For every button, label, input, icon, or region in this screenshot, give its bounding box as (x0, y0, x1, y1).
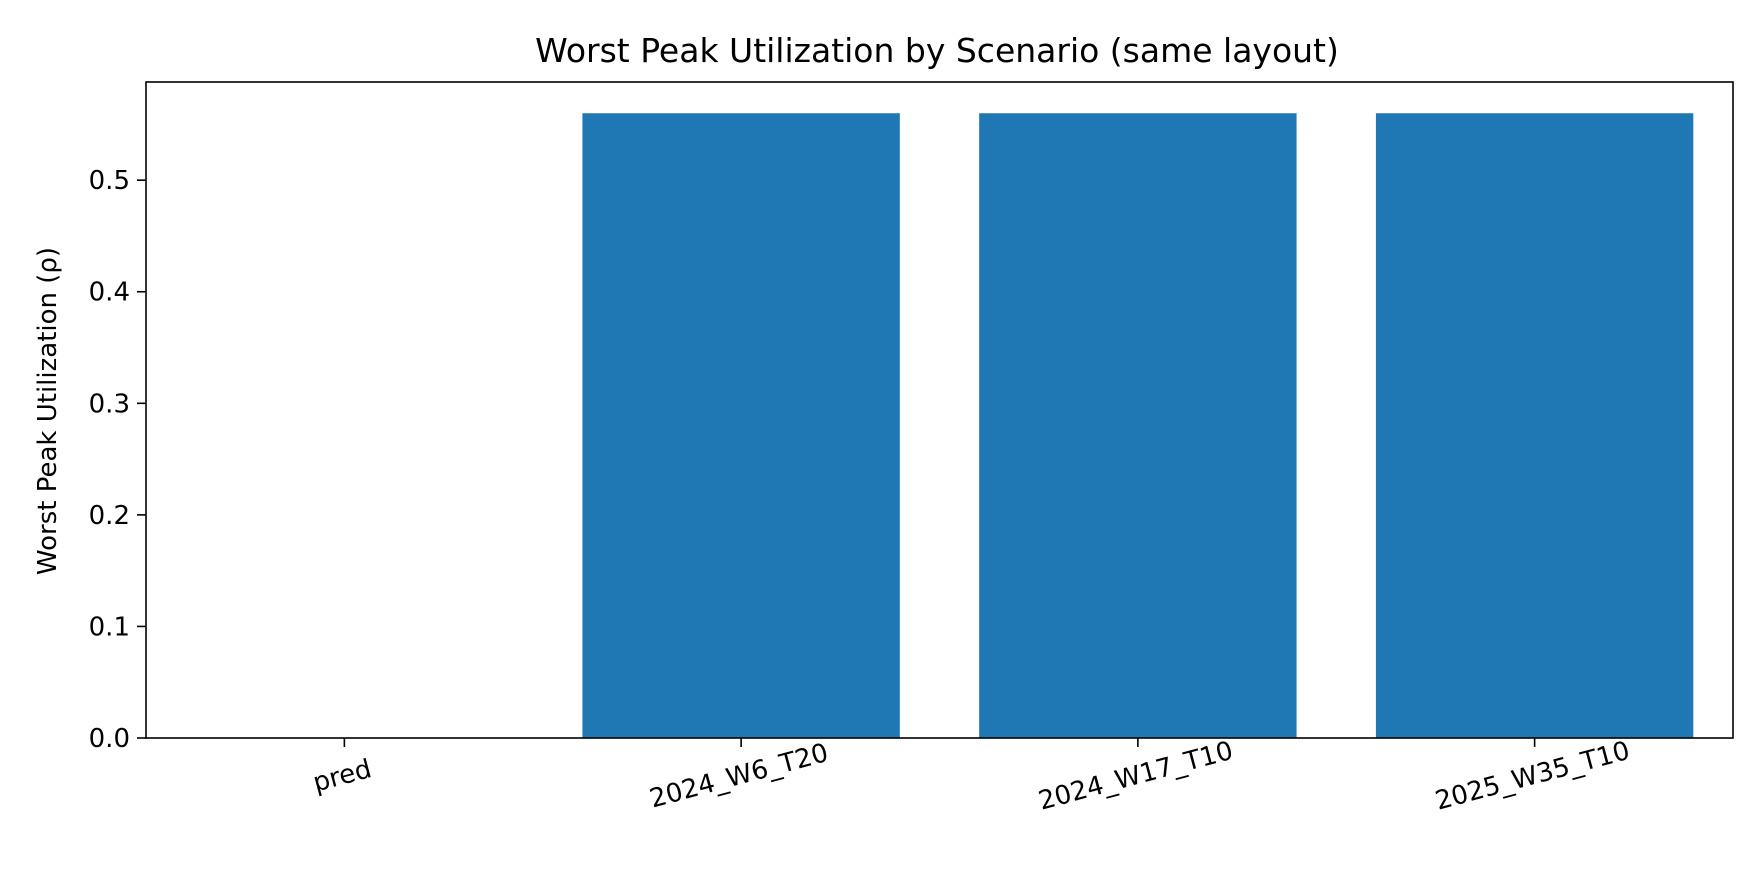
plot-frame (145, 81, 1734, 739)
bars-group (582, 113, 1694, 739)
chart-title: Worst Peak Utilization by Scenario (same… (535, 31, 1339, 70)
bar-2024_W17_T10 (979, 113, 1297, 739)
y-tick-label: 0.5 (89, 166, 130, 196)
y-tick-label: 0.4 (89, 278, 130, 308)
y-ticks-group: 0.0 0.1 0.2 0.3 0.4 0.5 (89, 166, 146, 754)
bar-2025_W35_T10 (1375, 113, 1694, 739)
y-tick-label: 0.2 (89, 501, 130, 531)
y-axis-label: Worst Peak Utilization (ρ) (33, 247, 63, 575)
y-tick-label: 0.0 (89, 724, 130, 754)
bar-2024_W6_T20 (582, 113, 900, 739)
y-tick-label: 0.1 (89, 612, 130, 642)
y-tick-label: 0.3 (89, 389, 130, 419)
